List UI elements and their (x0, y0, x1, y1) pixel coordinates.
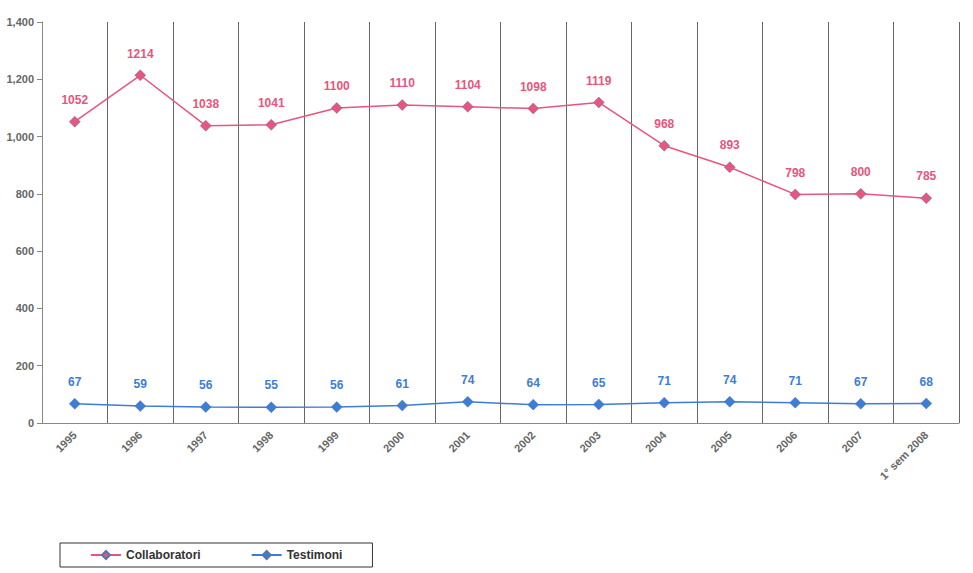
svg-text:1098: 1098 (520, 80, 547, 94)
svg-text:1052: 1052 (61, 93, 88, 107)
svg-text:1999: 1999 (315, 429, 341, 455)
svg-text:67: 67 (854, 375, 868, 389)
svg-text:200: 200 (16, 360, 34, 372)
svg-text:600: 600 (16, 245, 34, 257)
svg-text:59: 59 (134, 377, 148, 391)
svg-text:1,400: 1,400 (6, 16, 34, 28)
svg-text:64: 64 (527, 376, 541, 390)
svg-text:1110: 1110 (390, 76, 416, 90)
svg-text:2004: 2004 (643, 428, 669, 454)
svg-text:2002: 2002 (512, 429, 538, 455)
svg-text:1° sem 2008: 1° sem 2008 (877, 429, 930, 482)
svg-text:Testimoni: Testimoni (287, 548, 343, 562)
svg-text:1,200: 1,200 (6, 73, 34, 85)
svg-text:67: 67 (68, 375, 82, 389)
svg-text:1995: 1995 (53, 429, 79, 455)
svg-text:68: 68 (920, 375, 934, 389)
svg-text:61: 61 (396, 377, 410, 391)
svg-text:800: 800 (16, 188, 34, 200)
svg-text:785: 785 (916, 169, 936, 183)
svg-text:1119: 1119 (586, 74, 612, 88)
svg-text:968: 968 (654, 117, 674, 131)
svg-text:893: 893 (720, 138, 740, 152)
svg-text:56: 56 (199, 378, 213, 392)
svg-text:56: 56 (330, 378, 344, 392)
svg-text:2007: 2007 (839, 429, 865, 455)
svg-text:400: 400 (16, 302, 34, 314)
svg-text:Collaboratori: Collaboratori (126, 548, 201, 562)
svg-text:1104: 1104 (455, 78, 481, 92)
svg-text:74: 74 (723, 373, 737, 387)
svg-text:2005: 2005 (708, 429, 734, 455)
svg-text:2001: 2001 (446, 429, 472, 455)
svg-text:1996: 1996 (119, 429, 145, 455)
svg-text:55: 55 (265, 378, 279, 392)
svg-text:1214: 1214 (127, 47, 154, 61)
svg-text:1100: 1100 (324, 79, 350, 93)
svg-text:800: 800 (851, 165, 871, 179)
svg-text:1041: 1041 (258, 96, 285, 110)
svg-text:1,000: 1,000 (6, 131, 34, 143)
svg-text:71: 71 (789, 374, 803, 388)
svg-text:1998: 1998 (250, 429, 276, 455)
svg-text:65: 65 (592, 376, 606, 390)
svg-text:2003: 2003 (577, 429, 603, 455)
svg-text:0: 0 (28, 417, 34, 429)
svg-text:71: 71 (658, 374, 672, 388)
svg-text:798: 798 (785, 166, 805, 180)
svg-text:74: 74 (461, 373, 475, 387)
svg-text:1997: 1997 (184, 429, 210, 455)
svg-text:2006: 2006 (774, 429, 800, 455)
svg-text:1038: 1038 (192, 97, 219, 111)
svg-text:2000: 2000 (381, 429, 407, 455)
